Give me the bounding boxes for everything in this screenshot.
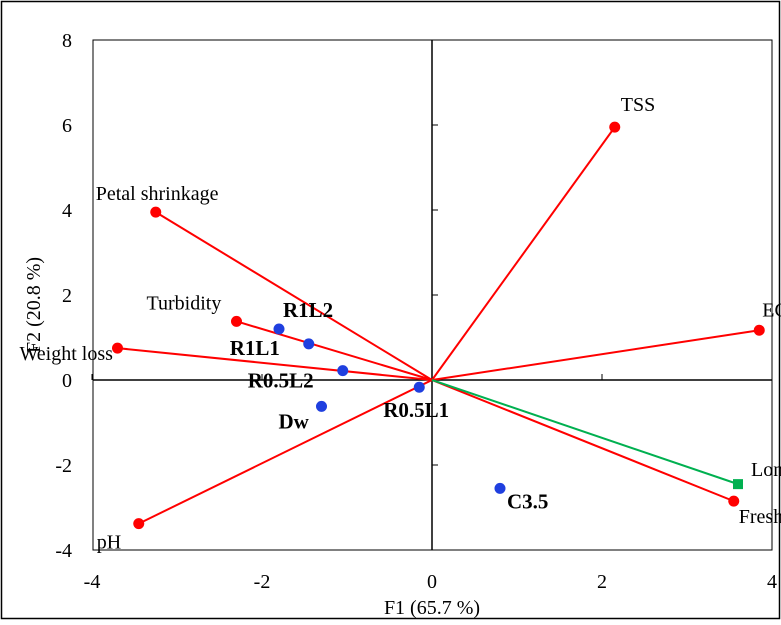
y-tick-label: 2 xyxy=(62,285,72,307)
variable-point-petal-shrinkage xyxy=(150,206,162,218)
variable-point-weight-loss xyxy=(112,342,123,354)
x-tick-label: -4 xyxy=(84,571,101,593)
observation-label-r0-5l1: R0.5L1 xyxy=(383,398,449,422)
y-tick-label: 6 xyxy=(62,115,72,137)
variable-label-longevity: Longevity xyxy=(751,459,781,481)
observation-label-dw: Dw xyxy=(279,409,310,433)
variable-point-freshness xyxy=(728,495,740,507)
variable-label-petal-shrinkage: Petal shrinkage xyxy=(96,183,219,205)
variable-label-weight-loss: Weight loss xyxy=(20,343,114,365)
observation-label-r1l2: R1L2 xyxy=(283,298,333,322)
x-tick-label: 4 xyxy=(767,571,777,593)
vector-petal-shrinkage xyxy=(155,211,433,381)
observation-point-c3-5 xyxy=(494,482,506,494)
variable-point-tss xyxy=(609,121,621,133)
observation-label-c3-5: C3.5 xyxy=(507,489,548,513)
x-axis-title: F1 (65.7 %) xyxy=(384,597,480,619)
observation-point-r0-5l1 xyxy=(413,381,425,393)
variable-label-tss: TSS xyxy=(621,94,655,116)
x-tick-label: -2 xyxy=(254,571,271,593)
x-tick-label: 2 xyxy=(597,571,607,593)
variable-point-ph xyxy=(133,518,145,530)
variable-label-ph: pH xyxy=(97,532,121,554)
y-tick-label: 0 xyxy=(62,370,72,392)
vector-weight-loss xyxy=(117,347,433,381)
observation-point-r1l1 xyxy=(303,338,315,350)
y-axis-title: F2 (20.8 %) xyxy=(23,257,45,353)
variable-point-turbidity xyxy=(231,315,242,327)
vector-ec xyxy=(431,329,760,381)
supplementary-point-longevity xyxy=(733,479,743,490)
variable-label-turbidity: Turbidity xyxy=(147,292,222,314)
observation-point-r0-5l2 xyxy=(337,365,349,377)
vector-turbidity xyxy=(236,320,433,381)
y-tick-label: -4 xyxy=(55,540,72,562)
supplementary-vector-longevity xyxy=(431,379,739,486)
y-tick-label: -2 xyxy=(55,455,72,477)
y-tick-label: 4 xyxy=(62,200,72,222)
vector-tss xyxy=(431,126,616,381)
variable-point-ec xyxy=(753,324,765,336)
vector-ph xyxy=(138,379,433,525)
observation-label-r1l1: R1L1 xyxy=(230,336,280,360)
observation-point-r1l2 xyxy=(273,323,285,335)
x-tick-label: 0 xyxy=(427,571,437,593)
variable-label-freshness: Freshness xyxy=(739,506,781,528)
variable-label-ec: EC xyxy=(762,299,781,321)
observation-label-r0-5l2: R0.5L2 xyxy=(248,369,314,393)
vector-freshness xyxy=(431,379,735,503)
y-tick-label: 8 xyxy=(62,30,72,52)
observation-point-dw xyxy=(316,400,327,412)
